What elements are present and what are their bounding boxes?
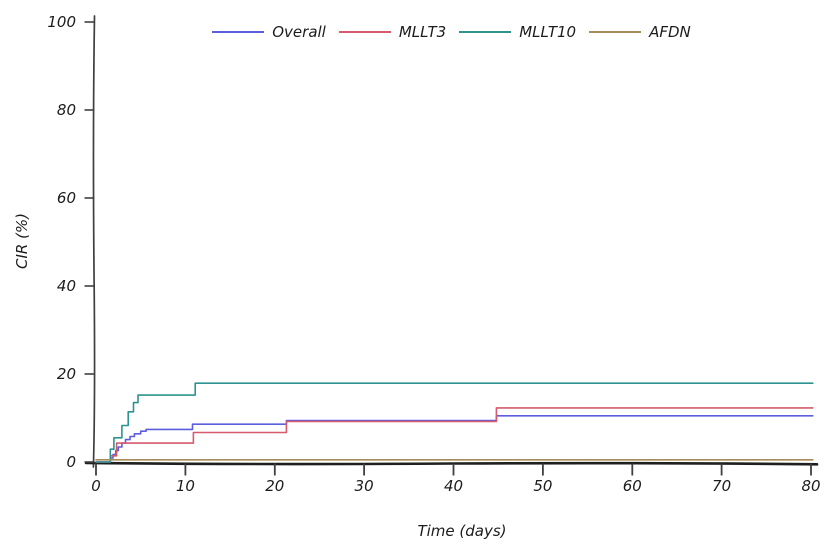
x-axis-label: Time (days) bbox=[417, 522, 506, 540]
legend-item-mllt10: MLLT10 bbox=[459, 23, 576, 41]
y-tick-label: 80 bbox=[57, 101, 76, 119]
series-line-overall bbox=[95, 415, 814, 463]
legend-line-swatch bbox=[212, 31, 265, 33]
y-tick-label: 40 bbox=[57, 277, 76, 295]
x-tick-label: 0 bbox=[91, 477, 101, 495]
legend-item-overall: Overall bbox=[212, 23, 326, 41]
y-tick-label: 0 bbox=[66, 453, 76, 471]
y-tick-label: 100 bbox=[47, 13, 76, 31]
x-tick-label: 20 bbox=[265, 477, 284, 495]
series-layer bbox=[95, 382, 814, 463]
y-axis-label: CIR (%) bbox=[13, 213, 31, 269]
x-axis-line bbox=[84, 461, 819, 466]
y-tick-label: 60 bbox=[57, 189, 76, 207]
legend-label: MLLT3 bbox=[398, 23, 447, 41]
x-tick-label: 60 bbox=[623, 477, 642, 495]
legend-line-swatch bbox=[338, 31, 391, 33]
legend-line-swatch bbox=[459, 31, 512, 33]
x-tick-label: 70 bbox=[712, 477, 731, 495]
x-tick-label: 30 bbox=[355, 477, 374, 495]
x-tick-label: 40 bbox=[444, 477, 463, 495]
series-line-mllt10 bbox=[95, 382, 814, 463]
x-tick-label: 50 bbox=[533, 477, 552, 495]
x-tick-label: 10 bbox=[176, 477, 195, 495]
legend-line-swatch bbox=[589, 31, 642, 33]
x-tick-label: 80 bbox=[801, 477, 820, 495]
legend: Overall MLLT3 MLLT10 AFDN bbox=[72, 21, 831, 43]
axes-layer bbox=[84, 15, 819, 468]
legend-label: MLLT10 bbox=[519, 23, 577, 41]
legend-label: Overall bbox=[272, 23, 326, 41]
y-axis-line bbox=[92, 15, 96, 468]
legend-label: AFDN bbox=[649, 23, 691, 41]
legend-item-mllt3: MLLT3 bbox=[338, 23, 447, 41]
legend-item-afdn: AFDN bbox=[589, 23, 691, 41]
y-tick-label: 20 bbox=[57, 365, 76, 383]
ticks-layer: 0 10 20 30 40 50 60 70 80 0 20 40 60 80 100 bbox=[47, 13, 820, 495]
